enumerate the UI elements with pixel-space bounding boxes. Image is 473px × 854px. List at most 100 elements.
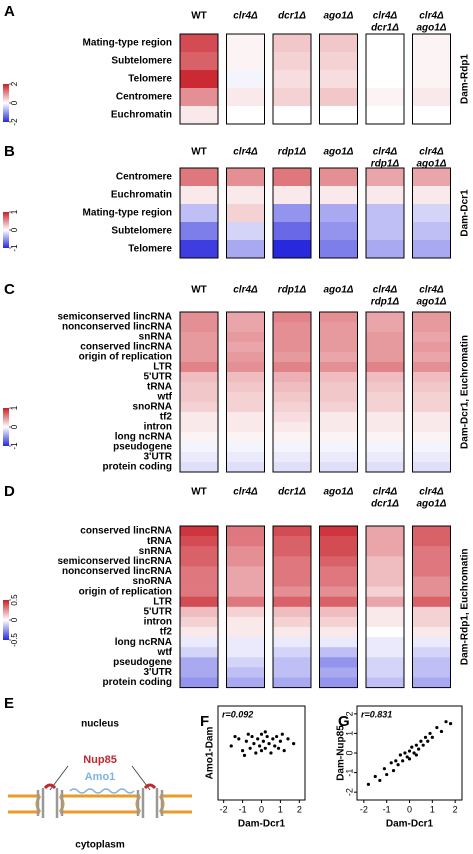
heat-cell	[412, 616, 451, 628]
colorbar-tick-label: -1	[10, 442, 19, 450]
strain-label: ago1Δ	[416, 159, 446, 170]
heat-cell	[226, 647, 265, 658]
heat-cell	[319, 627, 358, 638]
heat-cell	[180, 667, 218, 678]
heat-cell	[366, 432, 404, 443]
heat-cell	[226, 627, 265, 638]
heat-block-border	[365, 33, 405, 125]
colorbar-tick-label: 1	[10, 209, 19, 214]
heat-cell	[180, 422, 218, 433]
heat-cell	[366, 322, 404, 333]
heat-cell	[319, 412, 358, 423]
heat-cell	[226, 392, 265, 403]
heat-cell	[412, 586, 451, 597]
row-label: Mating-type region	[83, 208, 172, 219]
colorbar-tick-label: -1	[10, 244, 19, 252]
strain-label: clr4Δ	[233, 285, 258, 296]
strain-label: rdp1Δ	[371, 159, 400, 170]
heat-cell	[226, 442, 265, 453]
heat-cell	[273, 452, 311, 463]
heat-block-border	[412, 33, 451, 125]
heat-cell	[319, 637, 358, 648]
heat-cell	[366, 657, 404, 668]
side-label: Dam-Rdp1, Euchromatin	[460, 548, 471, 665]
x-tick-label: 0	[407, 804, 412, 814]
point	[275, 734, 279, 739]
heat-cell	[412, 332, 451, 343]
heat-block-border	[319, 33, 358, 125]
heat-cell	[366, 34, 404, 53]
x-tick-label: 2	[297, 804, 302, 814]
heat-cell	[366, 168, 404, 187]
heat-block-border	[412, 167, 451, 259]
heat-cell	[273, 412, 311, 423]
heat-cell	[412, 70, 451, 89]
heat-cell	[412, 576, 451, 587]
heat-cell	[273, 566, 311, 577]
heat-cell	[319, 362, 358, 373]
point	[439, 729, 444, 734]
heat-cell	[412, 637, 451, 648]
x-tick-label: -2	[220, 804, 228, 814]
heat-block-border	[319, 311, 358, 473]
heat-cell	[180, 586, 218, 597]
heat-cell	[412, 88, 451, 107]
heat-cell	[319, 106, 358, 125]
heat-cell	[273, 106, 311, 125]
strain-label: clr4Δ	[373, 11, 398, 22]
row-label: origin of replication	[79, 352, 172, 363]
panel-letter: D	[4, 483, 15, 500]
heat-cell	[273, 382, 311, 393]
heat-cell	[273, 168, 311, 187]
heat-cell	[319, 332, 358, 343]
nucleus-label: nucleus	[81, 719, 119, 730]
heat-cell	[366, 342, 404, 353]
strain-label: ago1Δ	[416, 23, 446, 34]
point	[269, 751, 273, 755]
colorbar-tick-label: 0	[10, 424, 19, 429]
heat-cell	[412, 392, 451, 403]
heat-cell	[180, 616, 218, 628]
heat-cell	[226, 52, 265, 71]
row-label: Telomere	[128, 244, 172, 255]
heat-cell	[226, 342, 265, 353]
heat-cell	[412, 566, 451, 577]
strain-label: dcr1Δ	[278, 487, 306, 498]
heat-cell	[319, 168, 358, 187]
point	[242, 753, 247, 757]
point	[389, 761, 393, 765]
heat-cell	[226, 34, 265, 53]
heat-cell	[319, 606, 358, 618]
strain-label: clr4Δ	[373, 487, 398, 498]
heat-cell	[319, 342, 358, 353]
heat-block-border	[226, 525, 265, 689]
heat-cell	[412, 352, 451, 363]
heat-cell	[180, 352, 218, 363]
heat-block-border	[365, 311, 405, 473]
heat-cell	[180, 168, 218, 187]
heat-cell	[412, 106, 451, 125]
point	[412, 751, 416, 755]
side-label: Dam-Dcr1, Euchromatin	[460, 335, 471, 449]
heat-cell	[319, 442, 358, 453]
heat-cell	[319, 536, 358, 547]
heat-cell	[366, 422, 404, 433]
heat-cell	[319, 88, 358, 107]
heat-cell	[319, 382, 358, 393]
heat-cell	[366, 667, 404, 678]
strain-label: ago1Δ	[323, 487, 353, 498]
heat-cell	[226, 566, 265, 577]
heat-cell	[273, 627, 311, 638]
pore	[36, 788, 164, 818]
point	[278, 739, 283, 743]
heat-cell	[366, 462, 404, 473]
point	[373, 774, 377, 779]
point	[403, 751, 407, 755]
colorbar	[3, 84, 9, 122]
heat-cell	[180, 372, 218, 383]
heat-block-border	[412, 311, 451, 473]
heat-cell	[273, 677, 311, 688]
strain-label: clr4Δ	[419, 487, 444, 498]
heat-cell	[366, 546, 404, 557]
point	[256, 737, 260, 741]
